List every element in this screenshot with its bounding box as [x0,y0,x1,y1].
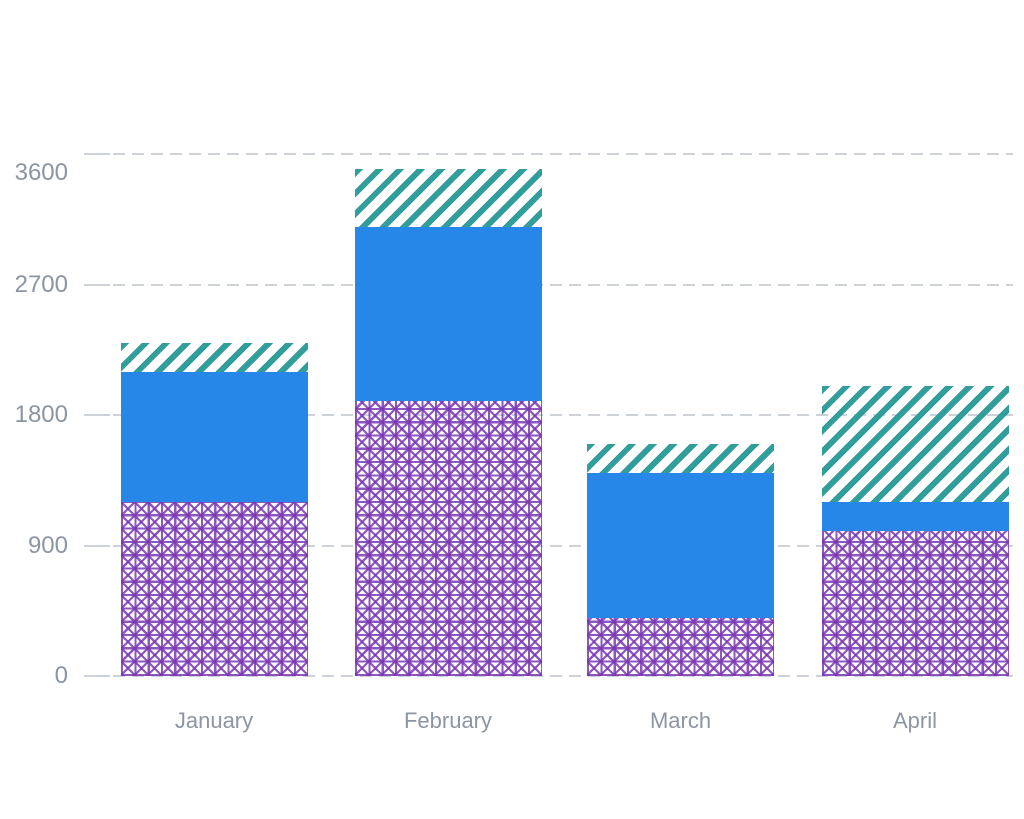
x-tick-label: January [174,708,254,733]
x-tick-label: March [649,708,712,733]
bar-segment-teal-diagonal-stripes [354,168,542,227]
x-tick-label: April [892,708,937,733]
bar-segment-blue-solid [587,473,774,619]
bar-segment-teal-diagonal-stripes [120,342,308,372]
gridline [84,283,1013,286]
bar-segment-blue-solid [821,502,1009,532]
bar-segment-purple-crosshatch [354,400,542,676]
axis-tick [84,544,110,547]
bar-segment-teal-diagonal-stripes [821,386,1009,503]
dashed-gridline [113,283,1013,286]
dashed-gridline [113,414,1013,417]
y-tick-label: 0 [54,662,68,689]
y-tick-label: 900 [27,531,68,559]
axis-tick [84,283,110,286]
gridline [84,544,1013,547]
axis-tick [84,675,110,677]
bar-segment-blue-solid [354,226,542,401]
dashed-gridline [113,153,1013,156]
bar-segment-blue-solid [120,371,308,503]
x-tick-label: February [403,708,493,733]
bar-segment-purple-crosshatch [120,502,308,676]
axis-tick [84,414,110,417]
axis-tick [84,153,110,156]
gridline [84,414,1013,417]
gridline [84,675,1013,677]
gridline [84,153,1013,156]
dashed-gridline [113,675,1013,677]
y-tick-label: 1800 [14,401,68,429]
y-tick-label: 3600 [14,159,68,187]
bar-segment-purple-crosshatch [821,531,1009,676]
bar-segment-teal-diagonal-stripes [587,444,774,474]
bar-segment-purple-crosshatch [587,618,774,676]
dashed-gridline [113,544,1013,547]
y-tick-label: 2700 [14,270,68,298]
